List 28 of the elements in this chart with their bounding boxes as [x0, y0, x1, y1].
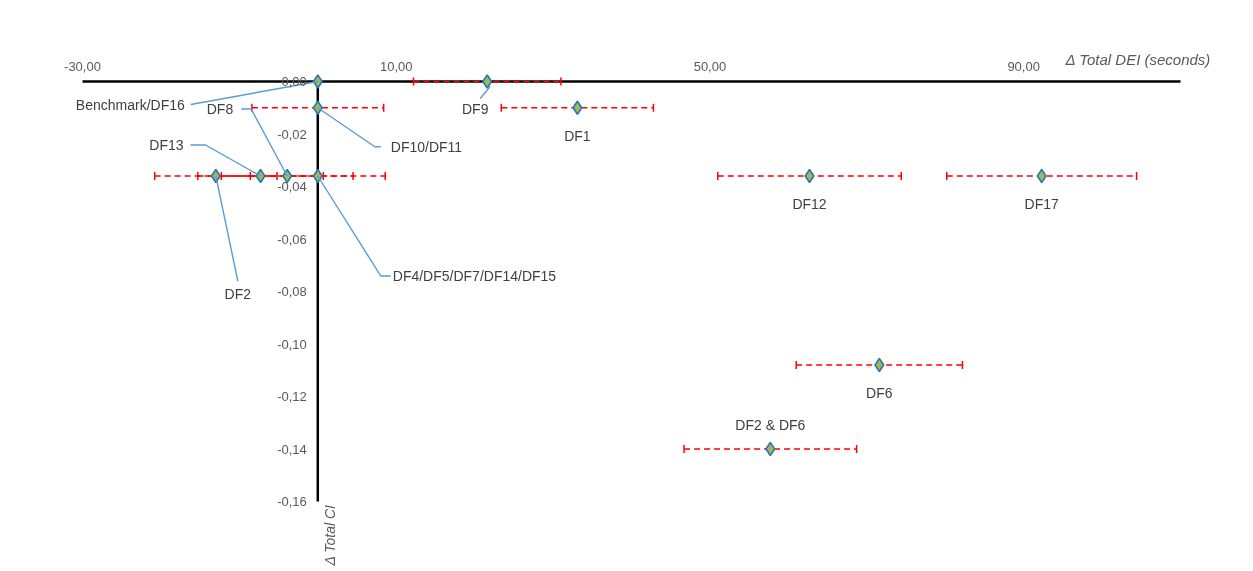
annotation: DF6 [866, 385, 893, 401]
y-tick-label: -0,04 [277, 179, 307, 194]
annotation: DF8 [206, 101, 234, 117]
x-axis-title: Δ Total DEI (seconds) [1064, 50, 1211, 68]
annotation: Benchmark/DF16 [75, 96, 185, 113]
annotation: DF17 [1024, 196, 1060, 212]
annotation: DF12 [792, 196, 827, 212]
annotation: DF9 [461, 100, 489, 117]
annotation: DF4/DF5/DF7/DF14/DF15 [392, 268, 557, 284]
y-tick-label: -0,14 [277, 441, 307, 457]
point [312, 74, 323, 89]
y-tick-label: -0,02 [277, 126, 307, 142]
annotation: DF13 [149, 137, 184, 153]
annotation: DF2 [224, 286, 252, 302]
y-tick-label: -0,16 [277, 494, 307, 509]
annotation: DF2 & DF6 [735, 417, 806, 433]
y-tick-label: -0,08 [277, 284, 307, 299]
y-tick-label: -0,12 [277, 389, 307, 404]
x-tick-label: 10,00 [379, 58, 413, 74]
x-tick-label: 90,00 [1007, 58, 1040, 74]
point [482, 74, 493, 89]
annotation: DF1 [564, 127, 591, 144]
annotation: DF10/DF11 [390, 138, 463, 155]
x-tick-label: 50,00 [693, 58, 727, 74]
x-tick-label: -30,00 [64, 58, 101, 74]
y-axis-title: Δ Total CI [321, 504, 338, 567]
y-tick-label: -0,10 [277, 336, 307, 352]
y-tick-label: -0,06 [277, 231, 307, 247]
